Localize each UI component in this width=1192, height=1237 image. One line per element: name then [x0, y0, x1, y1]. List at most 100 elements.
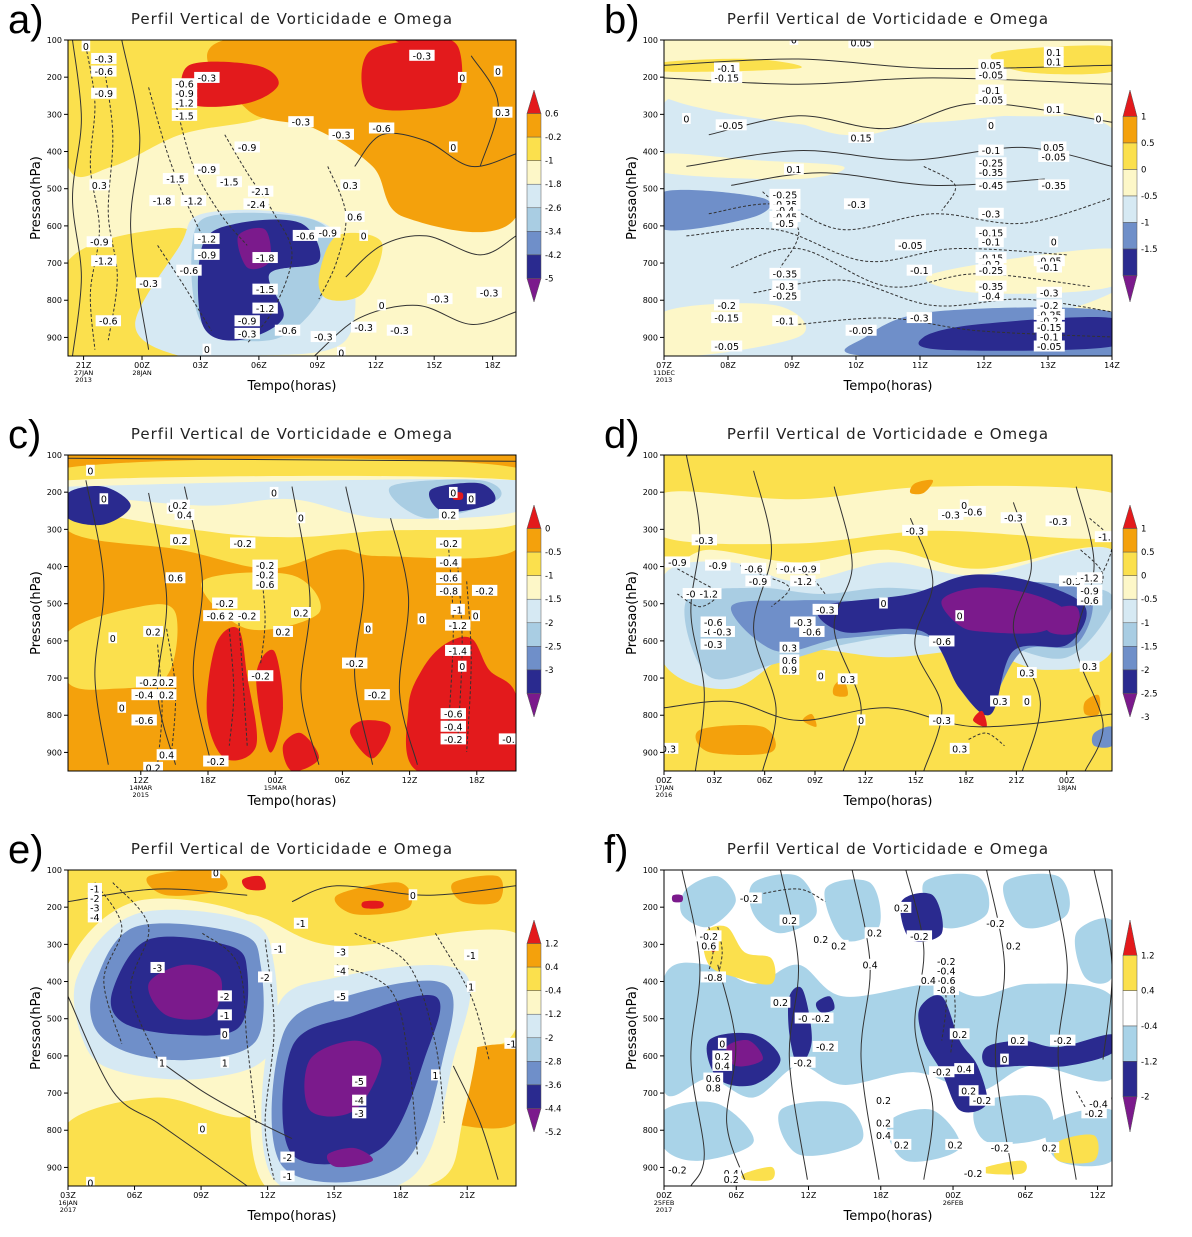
contour-label-bg — [1041, 141, 1067, 153]
x-tick-label: 25FEB — [654, 1199, 675, 1207]
contour-label-bg — [736, 892, 762, 904]
contour-label-bg — [1043, 46, 1064, 58]
contour-label-bg — [292, 229, 319, 241]
contour-label: -1.2 — [700, 590, 719, 601]
y-tick-label: 800 — [643, 1126, 658, 1135]
contour-label-bg — [856, 714, 866, 726]
omega-contour-negative — [85, 46, 100, 350]
contour-label-bg — [700, 971, 726, 983]
contour-label-bg — [247, 185, 274, 197]
contour-label: -0.6 — [937, 976, 956, 987]
omega-contour — [291, 885, 516, 903]
contour-label-bg — [273, 625, 293, 637]
contour-label: -0.3 — [314, 333, 333, 344]
contour-label: 0 — [222, 1030, 228, 1041]
x-tick-label: 08Z — [720, 361, 736, 370]
contour-label: -0.3 — [1062, 577, 1081, 588]
contour-label: -0.2 — [475, 586, 494, 597]
contour-label: 0.1 — [786, 165, 801, 176]
contour-label-bg — [929, 1066, 955, 1078]
panel-f: f) Perfil Vertical de Vorticidade e Omeg… — [596, 828, 1192, 1237]
y-tick-label: 800 — [643, 711, 658, 720]
contour-label: 0.3 — [495, 108, 510, 119]
contour-label: -0.9 — [238, 317, 257, 328]
contour-label: -0.3 — [713, 627, 732, 638]
contour-label-bg — [873, 1116, 894, 1128]
contour-label: -1 — [296, 919, 305, 930]
x-tick-label: 11Z — [912, 361, 928, 370]
contour-label-bg — [938, 509, 964, 521]
contour-label-bg — [894, 239, 926, 251]
contour-label: -0.6 — [444, 710, 463, 721]
contour-label: 0.2 — [293, 609, 308, 620]
contour-label-bg — [873, 1129, 894, 1141]
contour-label: -0.6 — [803, 627, 822, 638]
contour-label-bg — [698, 939, 719, 951]
contour-label-bg — [427, 293, 453, 305]
contour-label-bg — [906, 264, 933, 276]
contour-label: -0.9 — [198, 165, 217, 176]
x-tick-label: 2017 — [60, 1206, 77, 1214]
plot-frame — [663, 39, 1113, 357]
shaded-region — [909, 479, 934, 495]
colorbar-label: 0 — [1141, 166, 1146, 176]
omega-contour-negative — [336, 964, 418, 1155]
contour-label: 0.2 — [724, 1175, 739, 1186]
plot-frame — [67, 869, 517, 1187]
contour-label: 0.2 — [876, 1118, 891, 1129]
contour-label-bg — [466, 493, 476, 505]
contour-label: 0 — [83, 42, 89, 53]
colorbar-swatch — [1122, 142, 1138, 170]
colorbar-swatch — [1122, 222, 1138, 250]
contour-label: 0.4 — [177, 511, 192, 522]
omega-contour — [452, 1065, 499, 1180]
shaded-region — [788, 986, 812, 1066]
contour-label: 0.2 — [715, 1052, 730, 1063]
contour-label-bg — [217, 1009, 232, 1021]
contour-label-bg — [274, 324, 301, 336]
contour-label: -0.3 — [932, 716, 951, 727]
contour-label: 0.2 — [813, 935, 828, 946]
contour-label: -2.4 — [247, 200, 266, 211]
contour-label-bg — [334, 965, 349, 977]
contour-label-bg — [131, 714, 157, 726]
contour-label: -0.9 — [749, 577, 768, 588]
contour-label-bg — [978, 84, 1004, 96]
contour-label-bg — [363, 622, 373, 634]
contour-label: 0.2 — [961, 1087, 976, 1098]
y-tick-label: 500 — [47, 600, 62, 609]
x-tick-label: 12Z — [801, 1191, 817, 1200]
contour-label-bg — [156, 749, 177, 761]
panel-label: b) — [604, 0, 640, 42]
omega-contour — [157, 1059, 293, 1140]
contour-label: 0.3 — [992, 697, 1007, 708]
shaded-region — [350, 720, 391, 759]
contour-label-bg — [359, 229, 368, 241]
contour-label: -0.6 — [932, 637, 951, 648]
contour-label-bg — [945, 1138, 966, 1150]
colorbar-swatch — [526, 646, 542, 671]
contour-label: 0.2 — [782, 916, 797, 927]
y-tick-label: 400 — [643, 148, 658, 157]
shaded-region — [941, 587, 1068, 634]
colorbar-swatch — [1122, 646, 1138, 671]
colorbar-swatch — [1122, 622, 1138, 647]
contour-label-bg — [986, 119, 996, 131]
contour-label: -0.3 — [95, 54, 114, 65]
contour-label-bg — [960, 1167, 986, 1179]
colorbar-label: -2.5 — [1141, 689, 1158, 699]
colorbar-label: -1.5 — [1141, 245, 1158, 255]
contour-label: -0.8 — [440, 586, 459, 597]
contour-label-bg — [978, 207, 1004, 219]
colorbar-label: -1 — [545, 157, 553, 167]
contour-label: 0 — [101, 495, 107, 506]
contour-label: 0.15 — [851, 133, 872, 144]
y-tick-label: 100 — [47, 451, 62, 460]
contour-label-bg — [180, 195, 207, 207]
contour-label-bg — [131, 689, 157, 701]
shaded-region — [824, 879, 881, 942]
contour-label: -1 — [90, 884, 99, 895]
contour-label-bg — [334, 990, 349, 1002]
colorbar-label: 0.5 — [1141, 139, 1155, 149]
contour-label: -0.6 — [744, 564, 763, 575]
